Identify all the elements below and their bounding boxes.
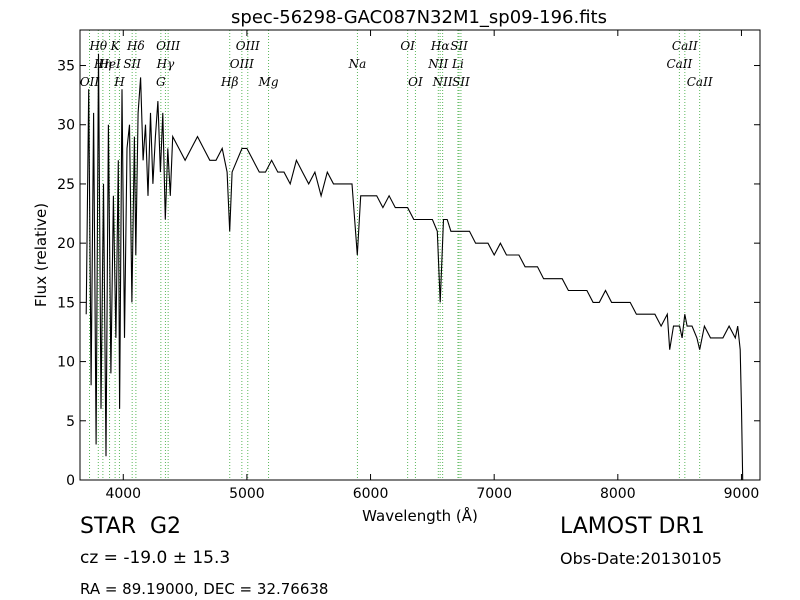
line-label: CaII bbox=[666, 57, 692, 71]
line-label: OIII bbox=[230, 57, 254, 71]
line-label: OI bbox=[400, 39, 415, 53]
line-label: Hδ bbox=[126, 39, 145, 53]
y-tick-label: 0 bbox=[66, 473, 75, 489]
line-label: OIII bbox=[156, 39, 180, 53]
y-tick-label: 5 bbox=[66, 414, 75, 430]
coordinates: RA = 89.19000, DEC = 32.76638 bbox=[80, 580, 329, 598]
x-tick-label: 6000 bbox=[353, 486, 389, 502]
line-label: H bbox=[113, 75, 125, 89]
line-label: Li bbox=[451, 57, 464, 71]
line-label: Hβ bbox=[220, 75, 238, 89]
line-label: CaII bbox=[672, 39, 698, 53]
line-label: Hα bbox=[430, 39, 450, 53]
x-tick-label: 5000 bbox=[229, 486, 265, 502]
x-tick-label: 7000 bbox=[476, 486, 512, 502]
object-subclass: G2 bbox=[150, 514, 182, 539]
line-label: Hθ bbox=[88, 39, 107, 53]
x-tick-label: 9000 bbox=[724, 486, 760, 502]
line-label: OI bbox=[408, 75, 423, 89]
spectrum-layer bbox=[85, 53, 744, 481]
y-tick-label: 35 bbox=[57, 59, 75, 75]
object-class: STAR bbox=[80, 514, 137, 539]
y-tick-label: 15 bbox=[57, 295, 75, 311]
y-tick-label: 10 bbox=[57, 355, 75, 371]
line-label: Mg bbox=[258, 75, 279, 89]
x-tick-label: 4000 bbox=[105, 486, 141, 502]
line-label: HeI bbox=[97, 57, 121, 71]
x-axis-label: Wavelength (Å) bbox=[362, 506, 478, 525]
redshift-value: cz = -19.0 ± 15.3 bbox=[80, 548, 231, 568]
line-label: OIII bbox=[236, 39, 260, 53]
line-markers bbox=[89, 30, 701, 480]
line-label: SII bbox=[123, 57, 141, 71]
line-label: NII bbox=[427, 57, 448, 71]
x-axis-ticks: 4000 5000 6000 7000 8000 9000 bbox=[105, 30, 759, 502]
line-label: K bbox=[110, 39, 121, 53]
plot-frame bbox=[79, 29, 761, 481]
line-label: SII bbox=[452, 75, 470, 89]
observation-date: Obs-Date:20130105 bbox=[560, 549, 722, 568]
y-axis-ticks: 0 5 10 15 20 25 30 35 bbox=[57, 59, 760, 489]
y-axis-label: Flux (relative) bbox=[32, 203, 50, 307]
line-label: Hη bbox=[93, 57, 112, 71]
chart-title: spec-56298-GAC087N32M1_sp09-196.fits bbox=[231, 7, 607, 28]
line-label: NII bbox=[432, 75, 453, 89]
y-tick-label: 30 bbox=[57, 118, 75, 134]
survey-name: LAMOST DR1 bbox=[560, 514, 705, 539]
line-label: G bbox=[156, 75, 166, 89]
y-tick-label: 25 bbox=[57, 177, 75, 193]
line-label: Hγ bbox=[156, 57, 175, 71]
spectrum-line bbox=[85, 53, 744, 481]
line-label: Na bbox=[348, 57, 367, 71]
line-label: CaII bbox=[687, 75, 713, 89]
line-label: OII bbox=[80, 75, 100, 89]
line-label: SII bbox=[450, 39, 468, 53]
y-tick-label: 20 bbox=[57, 236, 75, 252]
x-tick-label: 8000 bbox=[600, 486, 636, 502]
